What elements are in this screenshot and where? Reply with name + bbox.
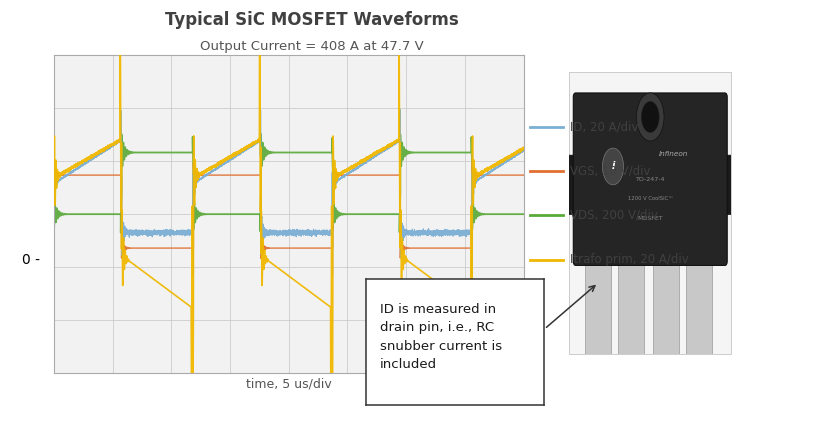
Text: Itrafo prim, 20 A/div: Itrafo prim, 20 A/div [570, 253, 689, 266]
Text: 0 -: 0 - [22, 252, 40, 267]
Text: ID is measured in
drain pin, i.e., RC
snubber current is
included: ID is measured in drain pin, i.e., RC sn… [380, 303, 502, 371]
X-axis label: time, 5 us/div: time, 5 us/div [246, 378, 332, 391]
Polygon shape [618, 354, 644, 360]
Text: Infineon: Infineon [658, 151, 688, 157]
Text: VGS, 10 V/div: VGS, 10 V/div [570, 165, 651, 177]
Bar [653, 247, 680, 354]
Circle shape [642, 101, 659, 133]
Bar [586, 247, 612, 354]
Text: VDS, 200 V/div: VDS, 200 V/div [570, 209, 658, 222]
Circle shape [602, 148, 623, 185]
Circle shape [637, 93, 664, 141]
Text: ID, 20 A/div: ID, 20 A/div [570, 120, 638, 133]
Bar [618, 247, 644, 354]
Text: TO-247-4: TO-247-4 [636, 177, 665, 182]
Text: 1200 V CoolSiC™: 1200 V CoolSiC™ [627, 197, 673, 201]
Text: Typical SiC MOSFET Waveforms: Typical SiC MOSFET Waveforms [165, 11, 459, 29]
Polygon shape [586, 354, 612, 360]
Bar [686, 247, 712, 354]
Polygon shape [686, 354, 712, 360]
FancyBboxPatch shape [573, 93, 727, 265]
Text: MOSFET: MOSFET [637, 216, 663, 221]
Text: i: i [612, 162, 615, 171]
Polygon shape [653, 354, 680, 360]
FancyBboxPatch shape [567, 155, 585, 214]
Text: Output Current = 408 A at 47.7 V: Output Current = 408 A at 47.7 V [199, 40, 424, 53]
FancyBboxPatch shape [715, 155, 734, 214]
